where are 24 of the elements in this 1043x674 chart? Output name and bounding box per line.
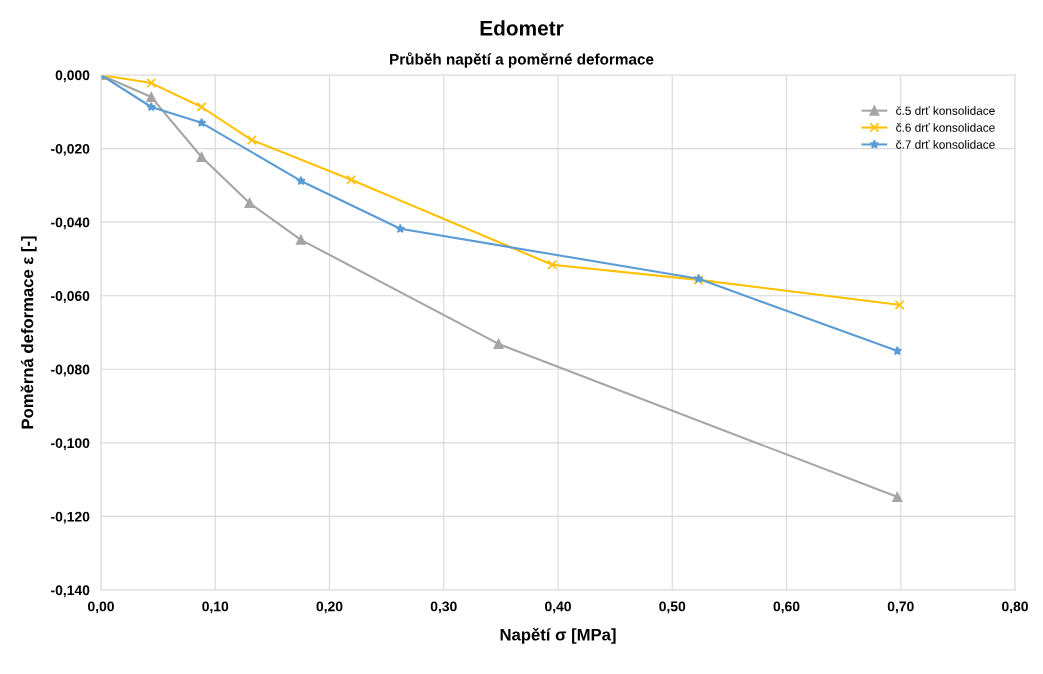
y-axis-title: Poměrná deformace ε [-] (20, 236, 37, 429)
x-tick-label: 0,40 (545, 601, 571, 614)
x-tick-label: 0,80 (1002, 601, 1028, 614)
x-tick-label: 0,50 (659, 601, 686, 614)
x-tick-label: 0,30 (430, 601, 457, 614)
y-tick-label: 0,000 (55, 70, 90, 83)
x-tick-label: 0,00 (88, 601, 114, 614)
x-tick-label: 0,10 (202, 601, 229, 614)
y-tick-label: -0,100 (51, 438, 90, 451)
x-tick-label: 0,60 (773, 601, 800, 614)
x-tick-label: 0,70 (887, 601, 914, 614)
y-tick-label: -0,120 (51, 511, 90, 524)
y-tick-label: -0,060 (51, 291, 90, 303)
y-tick-label: -0,020 (51, 143, 90, 156)
x-axis-title: Napětí σ [MPa] (500, 627, 616, 644)
chart-title: Edometr (480, 20, 564, 36)
y-tick-label: -0,080 (51, 364, 90, 377)
x-tick-label: 0,20 (316, 601, 343, 614)
y-tick-label: -0,040 (51, 217, 90, 230)
y-tick-label: -0,140 (51, 585, 90, 598)
legend-label: č.7 drť konsolidace (896, 140, 995, 149)
legend-label: č.5 drť konsolidace (896, 106, 995, 115)
legend-label: č.6 drť konsolidace (896, 123, 995, 132)
chart-subtitle: Průběh napětí a poměrné deformace (390, 52, 654, 68)
